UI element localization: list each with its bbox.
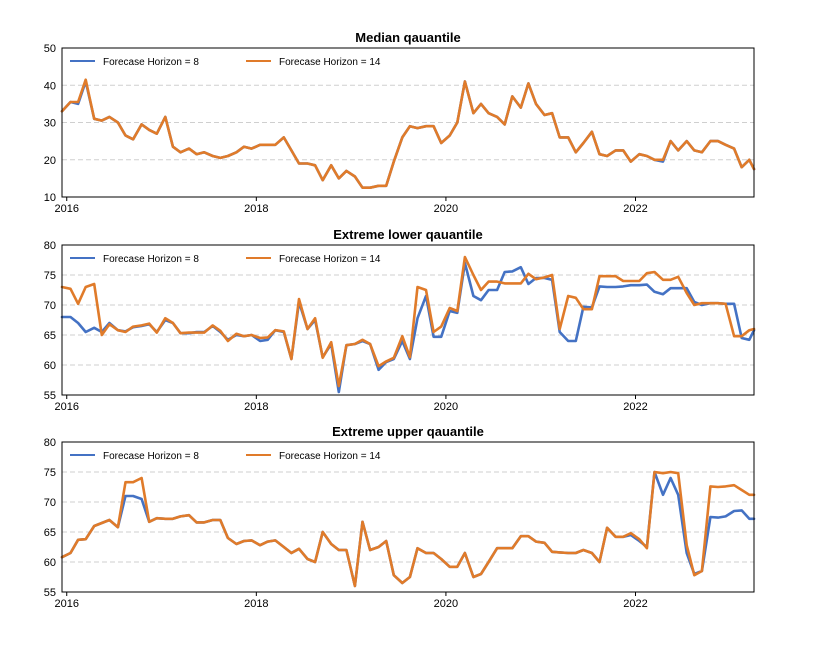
x-tick-label: 2020 — [434, 203, 458, 215]
y-tick-label: 65 — [44, 330, 56, 342]
y-tick-label: 80 — [44, 240, 56, 252]
legend-label: Forecase Horizon = 8 — [103, 451, 199, 462]
y-tick-label: 55 — [44, 587, 56, 599]
x-tick-label: 2016 — [54, 598, 78, 610]
x-tick-label: 2016 — [54, 203, 78, 215]
y-tick-label: 60 — [44, 360, 56, 372]
x-tick-label: 2018 — [244, 598, 268, 610]
y-tick-label: 20 — [44, 155, 56, 167]
series-line-horizon-8 — [60, 80, 756, 189]
series-line-horizon-8 — [60, 261, 756, 394]
y-tick-label: 75 — [44, 270, 56, 282]
x-tick-label: 2018 — [244, 401, 268, 413]
legend-label: Forecase Horizon = 8 — [103, 254, 199, 265]
y-tick-label: 80 — [44, 437, 56, 449]
chart-title: Extreme upper qauantile — [332, 424, 484, 439]
y-tick-label: 75 — [44, 467, 56, 479]
y-tick-label: 55 — [44, 390, 56, 402]
plot-frame — [61, 441, 755, 593]
series-line-horizon-8 — [60, 470, 756, 588]
legend-label: Forecase Horizon = 14 — [279, 451, 381, 462]
legend-label: Forecase Horizon = 8 — [103, 57, 199, 68]
y-tick-label: 50 — [44, 43, 56, 55]
plot-frame — [61, 47, 755, 198]
x-tick-label: 2016 — [54, 401, 78, 413]
series-line-horizon-14 — [60, 470, 756, 588]
x-tick-label: 2020 — [434, 598, 458, 610]
series-line-horizon-14 — [60, 255, 756, 388]
x-tick-label: 2020 — [434, 401, 458, 413]
x-tick-label: 2018 — [244, 203, 268, 215]
y-tick-label: 30 — [44, 118, 56, 130]
y-tick-label: 65 — [44, 527, 56, 539]
chart-title: Median qauantile — [355, 30, 460, 45]
y-tick-label: 70 — [44, 497, 56, 509]
legend-label: Forecase Horizon = 14 — [279, 254, 381, 265]
series-line-horizon-14 — [60, 78, 756, 189]
x-tick-label: 2022 — [623, 401, 647, 413]
y-tick-label: 40 — [44, 80, 56, 92]
y-tick-label: 60 — [44, 557, 56, 569]
plot-frame — [61, 244, 755, 396]
legend-label: Forecase Horizon = 14 — [279, 57, 381, 68]
y-tick-label: 10 — [44, 192, 56, 204]
x-tick-label: 2022 — [623, 598, 647, 610]
chart-title: Extreme lower qauantile — [333, 227, 483, 242]
y-tick-label: 70 — [44, 300, 56, 312]
x-tick-label: 2022 — [623, 203, 647, 215]
